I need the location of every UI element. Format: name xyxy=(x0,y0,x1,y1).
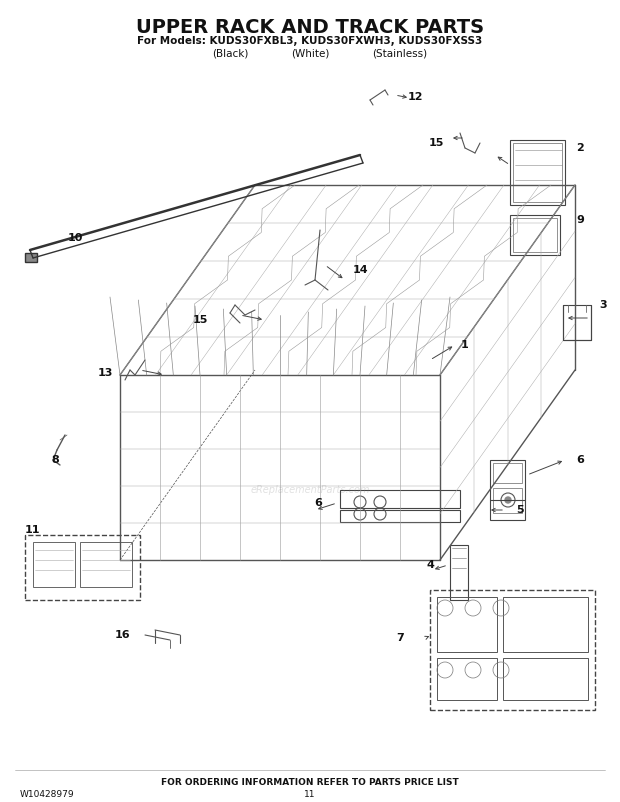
Bar xyxy=(503,597,588,652)
Text: 1: 1 xyxy=(461,340,469,350)
Text: (White): (White) xyxy=(291,48,329,58)
Text: 14: 14 xyxy=(352,265,368,275)
Bar xyxy=(430,590,595,710)
Text: 5: 5 xyxy=(516,505,524,515)
Text: 3: 3 xyxy=(599,300,607,310)
Bar xyxy=(437,658,497,700)
Text: 11: 11 xyxy=(25,525,40,535)
Bar xyxy=(493,488,522,513)
Text: eReplacementParts.com: eReplacementParts.com xyxy=(250,485,370,495)
Text: 8: 8 xyxy=(51,455,59,465)
Bar xyxy=(33,542,75,587)
Text: (Black): (Black) xyxy=(212,48,248,58)
Bar xyxy=(25,535,140,600)
Text: 16: 16 xyxy=(115,630,131,640)
Text: FOR ORDERING INFORMATION REFER TO PARTS PRICE LIST: FOR ORDERING INFORMATION REFER TO PARTS … xyxy=(161,778,459,787)
Text: 6: 6 xyxy=(576,455,584,465)
Text: 2: 2 xyxy=(576,143,584,153)
Bar xyxy=(25,253,37,262)
Bar xyxy=(513,143,562,202)
Bar xyxy=(80,542,132,587)
Text: 4: 4 xyxy=(426,560,434,570)
Text: 9: 9 xyxy=(576,215,584,225)
Bar xyxy=(437,597,497,652)
Text: 11: 11 xyxy=(304,790,316,799)
Bar xyxy=(510,140,565,205)
Bar xyxy=(340,510,460,522)
Circle shape xyxy=(505,497,511,503)
Bar xyxy=(563,305,591,340)
Text: (Stainless): (Stainless) xyxy=(373,48,428,58)
Text: 7: 7 xyxy=(396,633,404,643)
Bar xyxy=(450,545,468,600)
Text: 10: 10 xyxy=(68,233,82,243)
Bar xyxy=(503,658,588,700)
Text: UPPER RACK AND TRACK PARTS: UPPER RACK AND TRACK PARTS xyxy=(136,18,484,37)
Bar xyxy=(490,460,525,520)
Text: W10428979: W10428979 xyxy=(20,790,74,799)
Text: For Models: KUDS30FXBL3, KUDS30FXWH3, KUDS30FXSS3: For Models: KUDS30FXBL3, KUDS30FXWH3, KU… xyxy=(138,36,482,46)
Text: 15: 15 xyxy=(428,138,444,148)
Bar xyxy=(493,463,522,483)
Text: 13: 13 xyxy=(97,368,113,378)
Text: 12: 12 xyxy=(407,92,423,102)
Bar xyxy=(513,218,557,252)
Text: 15: 15 xyxy=(192,315,208,325)
Bar xyxy=(340,490,460,508)
Text: 6: 6 xyxy=(314,498,322,508)
Bar xyxy=(510,215,560,255)
